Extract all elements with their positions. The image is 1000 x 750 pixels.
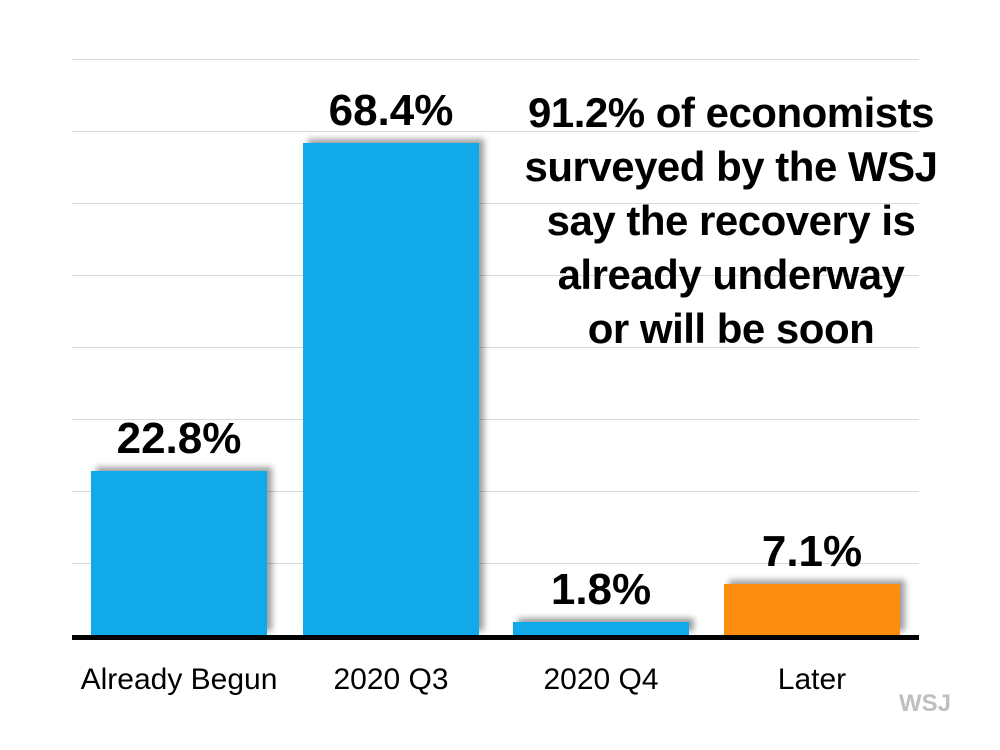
annotation-line: or will be soon [587, 305, 875, 352]
bar-value-label-2020-q3: 68.4% [328, 85, 454, 135]
category-label-2020-q4: 2020 Q4 [543, 663, 659, 696]
category-label-already-begun: Already Begun [80, 663, 278, 696]
annotation-line: 91.2% of economists [528, 89, 934, 136]
bar-already-begun [91, 470, 267, 635]
bar-value-label-2020-q4: 1.8% [550, 565, 652, 615]
wsj-watermark: WSJ [898, 690, 951, 717]
gridline [72, 131, 919, 132]
annotation-line: already underway [557, 251, 905, 298]
gridline [72, 491, 919, 492]
gridline [72, 275, 919, 276]
category-label-2020-q3: 2020 Q3 [333, 663, 449, 696]
gridline [72, 203, 919, 204]
bar-later [724, 583, 900, 635]
bar-value-label-already-begun: 22.8% [116, 413, 242, 463]
x-axis-line [72, 635, 919, 640]
bar-2020-q3 [303, 142, 479, 635]
gridline [72, 419, 919, 420]
gridline [72, 59, 919, 60]
gridline [72, 563, 919, 564]
bar-value-label-later: 7.1% [761, 526, 863, 576]
category-label-later: Later [777, 663, 847, 696]
bar-2020-q4 [513, 622, 689, 635]
annotation-line: surveyed by the WSJ [524, 143, 938, 190]
annotation-line: say the recovery is [546, 197, 916, 244]
gridline [72, 347, 919, 348]
annotation-text: 91.2% of economists surveyed by the WSJ sa… [486, 86, 976, 356]
